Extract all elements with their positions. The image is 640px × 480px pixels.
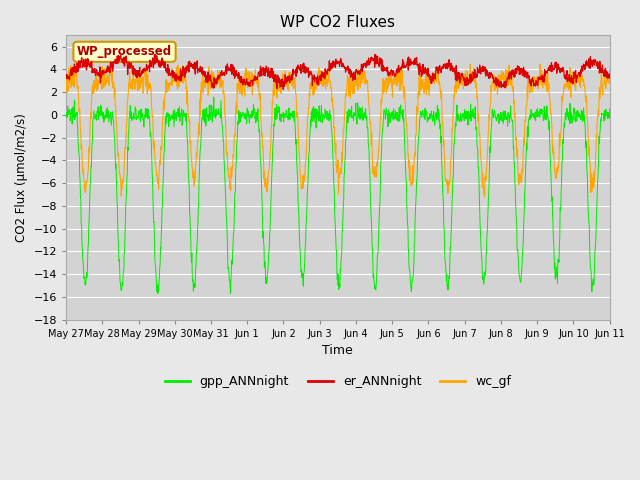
er_ANNnight [183,63,191,69]
gpp_ANNnight [542,108,550,114]
er_ANNnight [423,72,431,77]
wc_gf [170,78,177,84]
er_ANNnight [542,70,550,76]
wc_gf [542,83,550,89]
wc_gf [183,101,191,107]
er_ANNnight [62,73,70,79]
er_ANNnight [494,77,502,83]
Text: WP_processed: WP_processed [77,45,172,58]
er_ANNnight [170,73,177,79]
wc_gf [494,87,502,93]
wc_gf [62,87,70,93]
gpp_ANNnight [494,112,502,118]
Line: wc_gf: wc_gf [66,64,610,197]
gpp_ANNnight [210,94,218,100]
wc_gf [244,85,252,91]
gpp_ANNnight [244,108,252,114]
wc_gf [467,61,474,67]
gpp_ANNnight [184,137,191,143]
Y-axis label: CO2 Flux (μmol/m2/s): CO2 Flux (μmol/m2/s) [15,113,28,242]
gpp_ANNnight [170,124,178,130]
wc_gf [422,72,430,77]
gpp_ANNnight [423,109,431,115]
Line: gpp_ANNnight: gpp_ANNnight [66,97,610,293]
X-axis label: Time: Time [323,344,353,357]
Legend: gpp_ANNnight, er_ANNnight, wc_gf: gpp_ANNnight, er_ANNnight, wc_gf [159,370,516,393]
gpp_ANNnight [154,290,162,296]
Title: WP CO2 Fluxes: WP CO2 Fluxes [280,15,396,30]
er_ANNnight [606,71,614,77]
wc_gf [606,66,614,72]
wc_gf [481,194,488,200]
Line: er_ANNnight: er_ANNnight [66,54,610,90]
gpp_ANNnight [606,106,614,112]
er_ANNnight [244,82,252,88]
gpp_ANNnight [62,113,70,119]
er_ANNnight [371,51,379,57]
er_ANNnight [280,87,287,93]
